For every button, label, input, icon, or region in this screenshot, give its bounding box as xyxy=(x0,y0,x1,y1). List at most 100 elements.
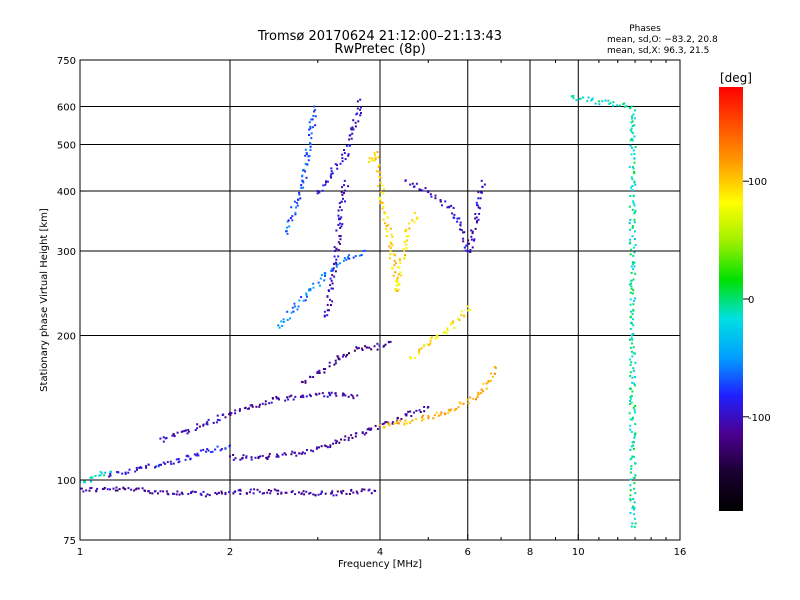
data-point xyxy=(324,368,327,370)
data-point xyxy=(632,367,635,370)
data-point xyxy=(234,412,237,415)
data-point xyxy=(347,254,350,257)
data-point xyxy=(354,125,357,128)
data-point xyxy=(633,261,636,264)
data-point xyxy=(187,429,190,431)
data-point xyxy=(374,154,376,157)
data-point xyxy=(104,471,107,474)
data-point xyxy=(478,212,481,215)
data-point xyxy=(630,285,633,288)
data-point xyxy=(632,289,635,292)
data-point xyxy=(598,103,601,106)
data-point xyxy=(304,148,307,151)
data-point xyxy=(309,288,312,291)
data-point xyxy=(449,408,452,411)
data-point xyxy=(250,458,253,461)
data-point xyxy=(256,488,259,491)
data-point xyxy=(310,137,313,140)
data-point xyxy=(631,115,634,118)
data-point xyxy=(388,245,391,248)
data-point xyxy=(367,489,370,492)
data-point xyxy=(207,418,210,421)
data-point xyxy=(344,435,347,438)
data-point xyxy=(632,352,635,355)
data-point xyxy=(289,217,292,219)
data-point xyxy=(483,183,486,186)
data-point xyxy=(176,490,179,493)
data-point xyxy=(590,98,593,101)
data-point xyxy=(237,489,240,492)
data-point xyxy=(239,458,242,461)
data-point xyxy=(631,139,634,142)
data-point xyxy=(632,254,635,257)
data-point xyxy=(348,138,351,141)
data-point xyxy=(257,456,260,458)
data-point xyxy=(307,159,310,162)
data-point xyxy=(234,409,237,412)
data-point xyxy=(295,206,297,209)
data-point xyxy=(312,376,315,378)
trace xyxy=(379,365,497,429)
data-point xyxy=(404,254,406,257)
data-point xyxy=(285,230,288,233)
y-tick-label: 500 xyxy=(57,141,76,152)
data-point xyxy=(329,446,332,448)
data-point xyxy=(355,432,358,435)
data-point xyxy=(296,308,299,311)
data-point xyxy=(405,243,408,246)
data-point xyxy=(331,172,334,175)
data-point xyxy=(449,323,452,326)
data-point xyxy=(328,393,331,396)
data-point xyxy=(356,492,359,495)
data-point xyxy=(367,160,370,163)
data-point xyxy=(630,361,633,364)
y-tick-label: 600 xyxy=(57,103,76,114)
data-point xyxy=(96,487,99,490)
data-point xyxy=(164,437,167,440)
data-point xyxy=(435,411,438,414)
data-point xyxy=(332,268,335,271)
data-point xyxy=(630,395,633,398)
data-point xyxy=(197,454,200,457)
x-tick-label: 6 xyxy=(465,547,471,558)
data-point xyxy=(443,412,446,415)
data-point xyxy=(631,522,634,525)
data-point xyxy=(463,246,466,249)
data-point xyxy=(258,403,261,406)
data-point xyxy=(633,508,636,511)
data-point xyxy=(347,256,349,259)
data-point xyxy=(308,289,311,292)
data-point xyxy=(330,279,333,282)
data-point xyxy=(439,200,442,203)
data-point xyxy=(391,244,394,247)
data-point xyxy=(376,348,379,351)
data-point xyxy=(453,213,456,216)
data-point xyxy=(326,303,329,306)
data-point xyxy=(631,292,634,295)
data-point xyxy=(630,467,632,470)
data-point xyxy=(275,455,278,458)
data-point xyxy=(465,244,468,247)
data-point xyxy=(277,324,280,327)
data-point xyxy=(633,117,636,120)
data-point xyxy=(632,309,635,312)
data-point xyxy=(291,450,294,453)
data-point xyxy=(418,352,421,355)
data-point xyxy=(422,345,425,348)
colorbar-tick-label: -100 xyxy=(748,413,771,424)
data-point xyxy=(290,453,293,456)
data-point xyxy=(228,413,231,416)
data-point xyxy=(347,436,350,439)
data-point xyxy=(340,216,343,219)
data-point xyxy=(446,206,449,209)
data-point xyxy=(337,223,340,226)
data-point xyxy=(314,115,317,118)
data-point xyxy=(409,356,412,359)
data-point xyxy=(347,153,350,156)
data-point xyxy=(305,163,308,166)
data-point xyxy=(629,363,632,366)
data-point xyxy=(365,431,368,434)
data-point xyxy=(478,393,480,396)
data-point xyxy=(368,428,371,431)
data-point xyxy=(325,445,328,448)
